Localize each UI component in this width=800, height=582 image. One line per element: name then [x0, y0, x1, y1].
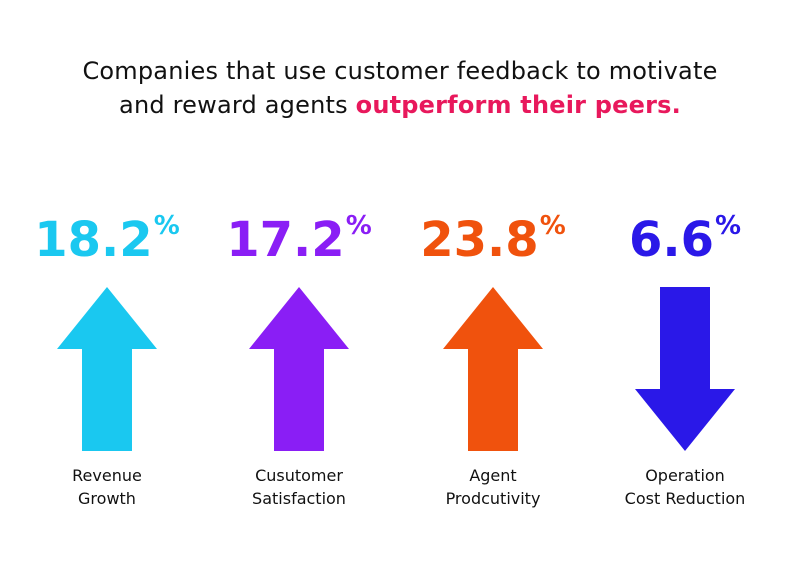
stat-label-line-2: Cost Reduction	[624, 489, 746, 508]
stat-agent-productivity: 23.8% Agent Prodcutivity	[403, 0, 583, 582]
stat-customer-satisfaction: 17.2% Cusutomer Satisfaction	[209, 0, 389, 582]
arrow-shape	[443, 287, 543, 451]
stat-number: 17.2	[226, 212, 345, 268]
stat-label-line-1: Cusutomer	[255, 466, 343, 485]
arrow-shape	[635, 287, 735, 451]
stat-operation-cost-reduction: 6.6% Operation Cost Reduction	[595, 0, 775, 582]
headline-accent: outperform their peers.	[355, 91, 681, 119]
stat-label: Operation Cost Reduction	[595, 464, 775, 510]
stat-value: 23.8%	[403, 210, 583, 278]
stat-label-line-1: Agent	[469, 466, 517, 485]
arrow-shape	[249, 287, 349, 451]
stat-label: Cusutomer Satisfaction	[209, 464, 389, 510]
headline-line-1: Companies that use customer feedback to …	[82, 57, 718, 85]
stat-value: 6.6%	[595, 210, 775, 278]
arrow-shape	[57, 287, 157, 451]
headline-line-2-prefix: and reward agents	[119, 91, 356, 119]
arrow-down-icon	[635, 287, 735, 451]
stat-label-line-1: Operation	[645, 466, 725, 485]
stat-unit: %	[539, 211, 566, 241]
stat-label: Revenue Growth	[17, 464, 197, 510]
stat-label-line-2: Growth	[78, 489, 136, 508]
stat-label-line-2: Prodcutivity	[445, 489, 541, 508]
stat-number: 6.6	[628, 212, 714, 268]
stat-label: Agent Prodcutivity	[403, 464, 583, 510]
stat-number: 23.8	[420, 212, 539, 268]
stat-number: 18.2	[34, 212, 153, 268]
stat-unit: %	[345, 211, 372, 241]
headline-line-2: and reward agents outperform their peers…	[0, 88, 800, 122]
stat-label-line-2: Satisfaction	[252, 489, 346, 508]
headline: Companies that use customer feedback to …	[0, 54, 800, 122]
arrow-up-icon	[443, 287, 543, 451]
stat-unit: %	[153, 211, 180, 241]
stat-unit: %	[714, 211, 742, 241]
arrow-up-icon	[57, 287, 157, 451]
stat-value: 17.2%	[209, 210, 389, 278]
arrow-up-icon	[249, 287, 349, 451]
stat-value: 18.2%	[17, 210, 197, 278]
stat-label-line-1: Revenue	[72, 466, 142, 485]
stat-revenue-growth: 18.2% Revenue Growth	[17, 0, 197, 582]
